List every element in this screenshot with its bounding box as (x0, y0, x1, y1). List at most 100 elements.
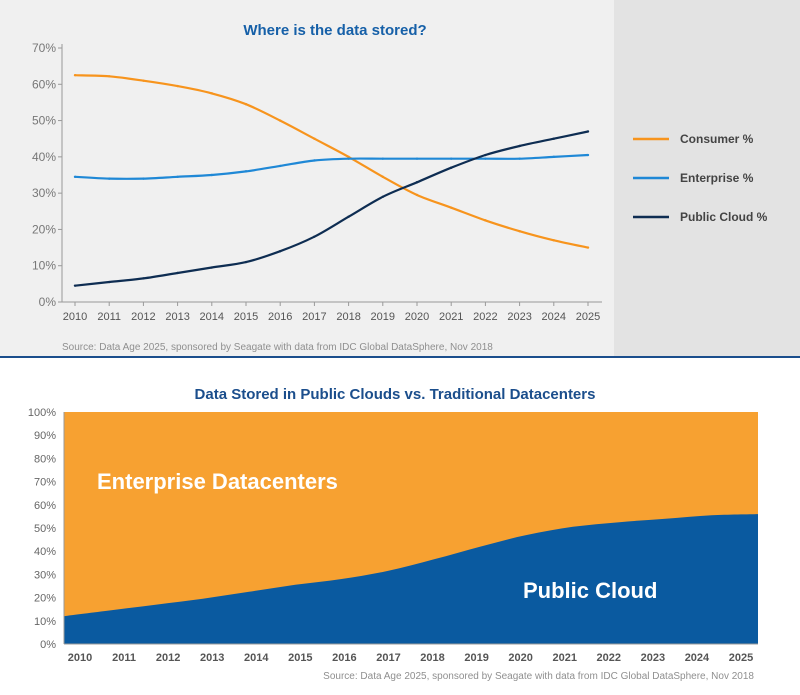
x-tick-label: 2014 (244, 652, 269, 664)
x-tick-label: 2012 (131, 311, 155, 323)
data-point-public-cloud (244, 260, 248, 264)
y-tick-label: 0% (39, 295, 57, 309)
series-line-public-cloud (74, 130, 589, 287)
x-tick-label: 2011 (97, 311, 121, 323)
data-point-public-cloud (415, 181, 419, 184)
data-point-consumer (552, 239, 555, 242)
area-chart-title: Data Stored in Public Clouds vs. Traditi… (194, 386, 596, 403)
y-tick-label: 70% (34, 477, 56, 489)
x-tick-label: 2025 (576, 311, 600, 323)
y-tick-label: 20% (32, 222, 56, 236)
x-tick-label: 2024 (542, 311, 566, 323)
y-tick-label: 30% (32, 186, 56, 200)
series-line-consumer (74, 74, 589, 249)
data-point-consumer (108, 75, 111, 78)
data-point-consumer (142, 79, 145, 82)
data-point-public-cloud (142, 277, 145, 280)
legend-label-enterprise: Enterprise % (680, 171, 754, 185)
x-tick-label: 2019 (464, 652, 488, 664)
data-point-enterprise (108, 177, 111, 180)
data-point-public-cloud (586, 130, 590, 133)
x-tick-label: 2018 (420, 652, 444, 664)
y-tick-label: 0% (40, 639, 56, 651)
data-point-enterprise (244, 170, 248, 173)
x-tick-label: 2020 (508, 652, 532, 664)
y-tick-label: 70% (32, 41, 56, 55)
series-line-enterprise (74, 153, 589, 180)
x-tick-label: 2017 (302, 311, 326, 323)
data-point-public-cloud (347, 215, 350, 218)
data-point-consumer (381, 175, 384, 179)
y-tick-label: 40% (32, 150, 56, 164)
data-point-enterprise (484, 157, 487, 160)
data-point-enterprise (73, 175, 77, 179)
x-tick-label: 2018 (336, 311, 360, 323)
data-point-enterprise (586, 153, 590, 157)
data-point-public-cloud (552, 137, 555, 140)
data-point-consumer (518, 230, 521, 233)
data-point-enterprise (347, 157, 350, 160)
data-point-public-cloud (450, 166, 453, 169)
y-tick-label: 10% (34, 616, 56, 628)
x-tick-label: 2012 (156, 652, 180, 664)
data-point-enterprise (552, 155, 555, 159)
y-tick-label: 80% (34, 453, 56, 465)
data-point-consumer (415, 193, 419, 197)
y-tick-label: 60% (34, 500, 56, 512)
area-label-public-cloud: Public Cloud (523, 578, 657, 603)
x-tick-label: 2016 (268, 311, 292, 323)
legend-label-public-cloud: Public Cloud % (680, 210, 768, 224)
x-tick-label: 2010 (63, 311, 87, 323)
x-tick-label: 2023 (641, 652, 665, 664)
data-point-public-cloud (381, 195, 384, 198)
data-point-enterprise (415, 157, 419, 160)
data-point-consumer (347, 155, 350, 159)
y-tick-label: 100% (28, 407, 56, 419)
legend-label-consumer: Consumer % (680, 132, 754, 146)
y-tick-label: 60% (32, 77, 56, 91)
y-tick-label: 40% (34, 546, 56, 558)
area-public-cloud (64, 514, 758, 644)
line-chart: 0% 10% 20% 30% 40% 50% 60% 70% 2010 2011 2012 2013 2… (32, 41, 768, 323)
data-point-public-cloud (73, 284, 77, 287)
data-point-consumer (484, 219, 487, 222)
x-tick-label: 2020 (405, 311, 429, 323)
x-tick-label: 2025 (729, 652, 753, 664)
x-tick-label: 2023 (507, 311, 531, 323)
data-point-enterprise (450, 157, 453, 160)
data-point-consumer (176, 84, 179, 88)
data-point-public-cloud (108, 280, 111, 284)
y-tick-label: 50% (34, 523, 56, 535)
y-tick-label: 10% (32, 259, 56, 273)
data-point-public-cloud (210, 266, 213, 269)
data-point-public-cloud (313, 235, 316, 238)
area-label-enterprise-datacenters: Enterprise Datacenters (97, 469, 338, 494)
data-point-enterprise (518, 157, 521, 160)
data-point-consumer (313, 137, 316, 140)
data-point-enterprise (176, 175, 179, 179)
data-point-enterprise (142, 177, 145, 180)
x-tick-label: 2016 (332, 652, 356, 664)
data-point-consumer (73, 74, 77, 77)
x-tick-label: 2015 (288, 652, 312, 664)
x-tick-label: 2011 (112, 652, 136, 664)
x-tick-label: 2021 (552, 652, 576, 664)
data-point-enterprise (313, 159, 316, 162)
data-point-enterprise (279, 164, 282, 168)
data-point-public-cloud (279, 250, 282, 253)
x-tick-label: 2022 (597, 652, 621, 664)
x-tick-label: 2021 (439, 311, 463, 323)
x-tick-label: 2014 (200, 311, 224, 323)
y-tick-label: 90% (34, 430, 56, 442)
x-tick-label: 2015 (234, 311, 258, 323)
data-point-consumer (450, 206, 453, 209)
x-tick-label: 2022 (473, 311, 497, 323)
data-point-public-cloud (484, 153, 487, 157)
section-divider (0, 356, 800, 358)
x-tick-label: 2017 (376, 652, 400, 664)
data-point-enterprise (381, 157, 384, 160)
line-chart-source: Source: Data Age 2025, sponsored by Seag… (62, 342, 493, 353)
data-point-consumer (586, 246, 590, 249)
